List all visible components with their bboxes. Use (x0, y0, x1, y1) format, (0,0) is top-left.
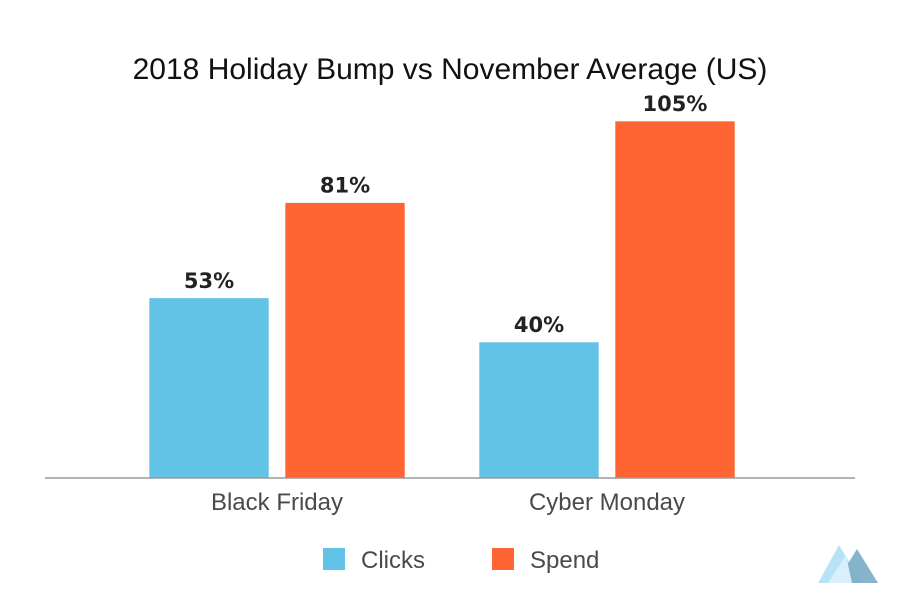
data-labels-layer: 53% 81% 40% 105% (184, 92, 708, 337)
legend-swatch-spend (492, 548, 514, 570)
bar-spend-black-friday (284, 202, 406, 479)
bar-spend-cyber-monday (614, 120, 736, 479)
data-label-spend-black-friday: 81% (320, 174, 370, 198)
data-label-clicks-black-friday: 53% (184, 269, 234, 293)
x-tick-black-friday: Black Friday (211, 489, 343, 516)
x-tick-labels: Black Friday Cyber Monday (211, 489, 685, 516)
legend-label-spend: Spend (530, 547, 599, 574)
bar-clicks-black-friday (148, 297, 270, 479)
x-tick-cyber-monday: Cyber Monday (529, 489, 685, 516)
legend-label-clicks: Clicks (361, 547, 425, 574)
chart-title: 2018 Holiday Bump vs November Average (U… (133, 53, 768, 86)
legend-item-spend: Spend (492, 547, 599, 574)
logo-mountain-shadow (828, 555, 852, 583)
data-label-clicks-cyber-monday: 40% (514, 313, 564, 337)
legend-item-clicks: Clicks (323, 547, 425, 574)
legend-swatch-clicks (323, 548, 345, 570)
bar-clicks-cyber-monday (478, 341, 600, 479)
bars-layer (148, 120, 736, 479)
data-label-spend-cyber-monday: 105% (643, 92, 708, 116)
mountain-logo (818, 545, 878, 583)
legend: Clicks Spend (323, 547, 599, 574)
